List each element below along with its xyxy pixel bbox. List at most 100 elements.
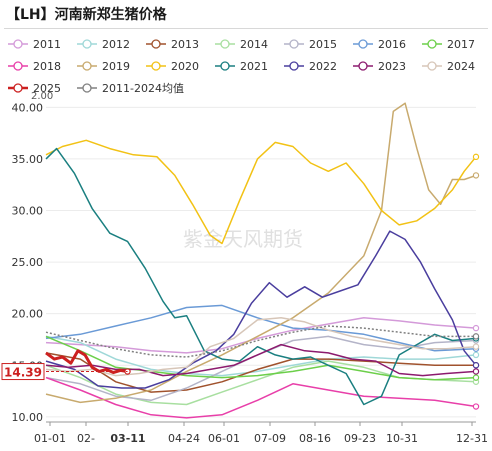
series-line [45, 304, 477, 352]
legend-label: 2011 [33, 38, 61, 51]
legend-item: 2022 [284, 60, 337, 73]
legend-label: 2013 [171, 38, 199, 51]
legend-marker [220, 61, 230, 71]
legend-label: 2018 [33, 60, 61, 73]
legend-item: 2012 [77, 38, 130, 51]
series-line [45, 335, 477, 381]
watermark: 紫金天风期货 [183, 227, 303, 251]
series-line [45, 376, 477, 419]
legend-marker [82, 61, 92, 71]
series-line [45, 317, 477, 377]
y-tick-label: 10.00 [12, 411, 44, 424]
y-tick-label: 25.00 [12, 256, 44, 269]
series-end-marker [472, 362, 480, 369]
legend-item: 2019 [77, 60, 130, 73]
legend-item: 2015 [284, 38, 337, 51]
x-tick-label: 02- [77, 432, 95, 445]
legend-marker [151, 61, 161, 71]
legend-label: 2023 [378, 60, 406, 73]
legend-item: 2016 [353, 38, 406, 51]
legend-marker [13, 61, 23, 71]
current-value-box [1, 363, 45, 381]
legend-label: 2022 [309, 60, 337, 73]
legend-label: 2014 [240, 38, 268, 51]
series-end-marker [472, 153, 480, 161]
legend-label: 2020 [171, 60, 199, 73]
legend-label: 2021 [240, 60, 268, 73]
legend-marker [13, 83, 23, 93]
x-tick-label: 10-31 [386, 432, 418, 445]
legend-marker [427, 39, 437, 49]
legend-marker [220, 39, 230, 49]
legend-item: 2020 [146, 60, 199, 73]
series-line [45, 335, 477, 377]
x-tick-label: 01-01 [34, 432, 66, 445]
legend-marker [358, 61, 368, 71]
series-line [45, 147, 477, 406]
x-tick-label: 12-31 [456, 432, 488, 445]
y-tick-label: 35.00 [12, 153, 44, 166]
legend-label: 2025 [33, 82, 61, 95]
x-tick-label: 04-24 [168, 432, 200, 445]
legend-marker [13, 39, 23, 49]
chart-title: 【LH】河南新郑生猪价格 [6, 7, 167, 23]
legend-item: 2021 [215, 60, 268, 73]
y-tick-label: 30.00 [12, 204, 44, 217]
series-line [45, 343, 477, 377]
series-end-marker [472, 333, 480, 340]
series-end-marker [472, 324, 480, 332]
legend-label: 2019 [102, 60, 130, 73]
legend-item: 2011 [8, 38, 61, 51]
x-tick-label: 07-09 [254, 432, 286, 445]
series-line [45, 139, 477, 245]
legend-marker [358, 39, 368, 49]
legend-item: 2025 [8, 82, 61, 95]
legend-marker [151, 39, 161, 49]
series-end-marker [472, 172, 480, 179]
legend-label: 2016 [378, 38, 406, 51]
current-value-label: 14.39 [4, 366, 42, 380]
x-tick-label: 08-16 [299, 432, 331, 445]
series-line [45, 317, 477, 354]
series-line [45, 352, 476, 393]
x-tick-label-highlight: 03-11 [110, 432, 145, 445]
series-end-marker [472, 374, 480, 381]
series-line [45, 230, 477, 389]
legend-item: 2024 [422, 60, 475, 73]
y-axis-top-label: 2.00 [31, 91, 53, 102]
legend-marker [289, 61, 299, 71]
y-tick-label: 40.00 [12, 101, 44, 114]
series-end-marker [472, 368, 480, 375]
legend-item: 2013 [146, 38, 199, 51]
legend-label: 2011-2024均值 [102, 82, 184, 95]
series-line [45, 102, 477, 404]
title-divider [4, 28, 488, 29]
legend-marker [427, 61, 437, 71]
legend: 2011 2012 2013 2014 2015 2016 2017 2018 2019 2020… [8, 38, 475, 95]
legend-marker [82, 39, 92, 49]
legend-label: 2017 [447, 38, 475, 51]
x-tick-label: 09-23 [344, 432, 376, 445]
axes: 01-01 02- 03-11 04-24 06-01 07-09 08-16 09-23 10… [34, 421, 488, 445]
current-value-marker: 14.39 [1, 363, 128, 381]
series-line [45, 325, 476, 358]
series-end-marker [472, 343, 480, 350]
series-line [45, 349, 128, 374]
legend-marker [289, 39, 299, 49]
y-tick-label: 20.00 [12, 308, 44, 321]
series-end-marker [472, 403, 480, 410]
legend-item: 2011-2024均值 [77, 82, 184, 95]
legend-label: 2015 [309, 38, 337, 51]
legend-label: 2012 [102, 38, 130, 51]
legend-item: 2018 [8, 60, 61, 73]
series-group [45, 102, 480, 419]
legend-label: 2024 [447, 60, 475, 73]
legend-item: 2017 [422, 38, 475, 51]
series-end-marker [472, 351, 480, 359]
legend-item: 2023 [353, 60, 406, 73]
legend-item: 2014 [215, 38, 268, 51]
legend-marker [82, 83, 92, 93]
x-tick-label: 06-01 [208, 432, 240, 445]
